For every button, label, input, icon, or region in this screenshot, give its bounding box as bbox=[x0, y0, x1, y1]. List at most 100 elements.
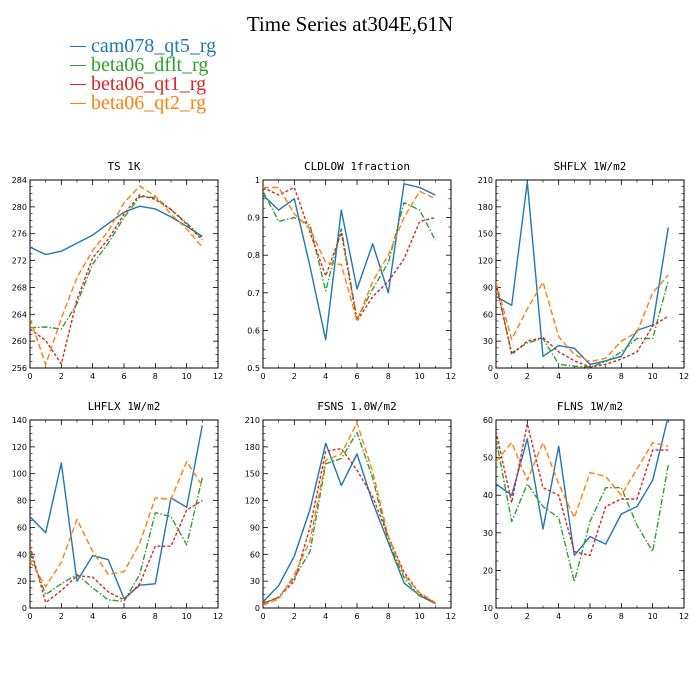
x-tick-label: 0 bbox=[27, 612, 32, 621]
y-tick-label: 0.6 bbox=[247, 326, 260, 335]
x-tick-label: 10 bbox=[648, 612, 658, 621]
legend-swatch bbox=[70, 103, 86, 104]
legend-label: beta06_qt1_rg bbox=[91, 73, 207, 95]
y-tick-label: 0.5 bbox=[247, 364, 260, 373]
y-tick-label: 0.9 bbox=[247, 214, 260, 223]
series-line bbox=[263, 431, 436, 605]
y-tick-label: 60 bbox=[483, 416, 493, 425]
chart-panel: FLNS 1W/m2 0 2 4 6 8 10 12 10 20 30 40 50 60 bbox=[483, 400, 689, 621]
panel-title: TS 1K bbox=[107, 160, 140, 173]
x-tick-label: 0 bbox=[493, 612, 498, 621]
series-line bbox=[30, 194, 203, 365]
y-tick-label: 20 bbox=[17, 577, 27, 586]
y-tick-label: 60 bbox=[250, 550, 260, 559]
series-line bbox=[263, 422, 436, 606]
x-tick-label: 4 bbox=[323, 612, 328, 621]
y-tick-label: 30 bbox=[483, 337, 493, 346]
x-tick-label: 8 bbox=[619, 612, 624, 621]
x-tick-label: 4 bbox=[90, 372, 95, 381]
legend-label: cam078_qt5_rg bbox=[91, 35, 217, 57]
x-tick-label: 10 bbox=[182, 372, 192, 381]
legend-swatch bbox=[70, 46, 86, 47]
panel-title: LHFLX 1W/m2 bbox=[88, 400, 161, 413]
series-line bbox=[263, 186, 436, 322]
x-tick-label: 2 bbox=[525, 372, 530, 381]
x-tick-label: 4 bbox=[90, 612, 95, 621]
legend-item: beta06_qt2_rg bbox=[70, 92, 216, 114]
x-tick-label: 4 bbox=[556, 612, 561, 621]
panel-title: CLDLOW 1fraction bbox=[304, 160, 410, 173]
x-tick-label: 8 bbox=[153, 612, 158, 621]
x-tick-label: 6 bbox=[354, 612, 359, 621]
y-tick-label: 50 bbox=[483, 454, 493, 463]
panel-title: FSNS 1.0W/m2 bbox=[317, 400, 396, 413]
x-tick-label: 2 bbox=[292, 612, 297, 621]
y-tick-label: 1 bbox=[255, 176, 260, 185]
x-tick-label: 10 bbox=[648, 372, 658, 381]
series-line bbox=[263, 186, 436, 322]
y-tick-label: 268 bbox=[12, 283, 27, 292]
series-line bbox=[496, 181, 669, 366]
y-tick-label: 0.7 bbox=[247, 289, 260, 298]
x-tick-label: 10 bbox=[415, 372, 425, 381]
x-tick-label: 12 bbox=[213, 612, 223, 621]
y-tick-label: 10 bbox=[483, 604, 493, 613]
x-tick-label: 8 bbox=[386, 372, 391, 381]
series-line bbox=[496, 280, 669, 368]
y-tick-label: 60 bbox=[17, 523, 27, 532]
y-tick-label: 210 bbox=[245, 416, 260, 425]
y-tick-label: 180 bbox=[245, 443, 260, 452]
series-line bbox=[30, 460, 203, 588]
x-tick-label: 6 bbox=[121, 612, 126, 621]
series-line bbox=[30, 196, 203, 330]
x-tick-label: 8 bbox=[153, 372, 158, 381]
x-tick-label: 0 bbox=[260, 372, 265, 381]
y-tick-label: 90 bbox=[483, 283, 493, 292]
series-line bbox=[496, 420, 669, 557]
y-tick-label: 40 bbox=[483, 491, 493, 500]
legend-swatch bbox=[70, 84, 86, 85]
y-tick-label: 276 bbox=[12, 230, 27, 239]
y-tick-label: 256 bbox=[12, 364, 27, 373]
y-tick-label: 150 bbox=[245, 470, 260, 479]
series-line bbox=[263, 183, 436, 341]
x-tick-label: 8 bbox=[386, 612, 391, 621]
x-tick-label: 2 bbox=[292, 372, 297, 381]
y-tick-label: 0 bbox=[22, 604, 27, 613]
series-line bbox=[496, 423, 669, 557]
y-tick-label: 120 bbox=[12, 443, 27, 452]
x-tick-label: 0 bbox=[260, 612, 265, 621]
series-line bbox=[30, 425, 203, 600]
y-tick-label: 210 bbox=[478, 176, 493, 185]
chart-panel: TS 1K 0 2 4 6 8 10 12 256 260 264 268 272 276 280 284 bbox=[12, 160, 223, 381]
y-tick-label: 30 bbox=[483, 529, 493, 538]
y-tick-label: 272 bbox=[12, 257, 27, 266]
series-line bbox=[30, 500, 203, 604]
series-line bbox=[263, 190, 436, 320]
x-tick-label: 2 bbox=[59, 372, 64, 381]
y-tick-label: 0.8 bbox=[247, 251, 260, 260]
series-line bbox=[496, 274, 669, 363]
y-tick-label: 140 bbox=[12, 416, 27, 425]
y-tick-label: 120 bbox=[245, 497, 260, 506]
x-tick-label: 12 bbox=[213, 372, 223, 381]
legend-item: cam078_qt5_rg bbox=[70, 35, 217, 57]
x-tick-label: 6 bbox=[587, 612, 592, 621]
legend-swatch bbox=[70, 65, 86, 66]
y-tick-label: 180 bbox=[478, 203, 493, 212]
y-tick-label: 264 bbox=[12, 310, 27, 319]
legend: cam078_qt5_rg beta06_dflt_rg beta06_qt1_… bbox=[70, 35, 217, 114]
series-line bbox=[263, 447, 436, 605]
series-line bbox=[496, 438, 669, 583]
x-tick-label: 8 bbox=[619, 372, 624, 381]
y-tick-label: 40 bbox=[17, 550, 27, 559]
legend-label: beta06_qt2_rg bbox=[91, 92, 207, 114]
x-tick-label: 6 bbox=[354, 372, 359, 381]
x-tick-label: 2 bbox=[525, 612, 530, 621]
chart-title: Time Series at304E,61N bbox=[246, 12, 454, 36]
legend-item: beta06_qt1_rg bbox=[70, 73, 216, 95]
x-tick-label: 4 bbox=[556, 372, 561, 381]
